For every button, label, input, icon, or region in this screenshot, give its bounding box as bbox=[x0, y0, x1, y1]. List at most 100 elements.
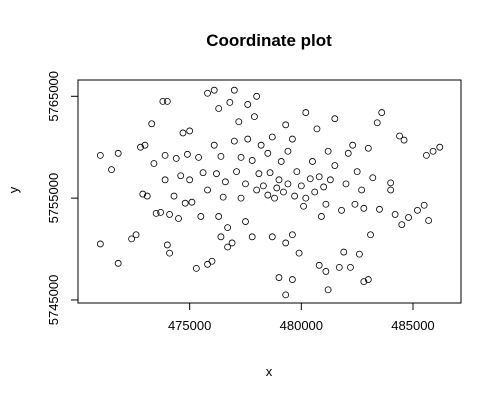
point bbox=[219, 193, 227, 201]
x-axis-label: x bbox=[266, 364, 273, 379]
point bbox=[358, 186, 366, 194]
point bbox=[302, 109, 310, 116]
point bbox=[195, 153, 202, 161]
point bbox=[288, 135, 296, 143]
point bbox=[237, 194, 245, 202]
point bbox=[186, 176, 194, 184]
point bbox=[322, 268, 330, 275]
point bbox=[233, 168, 240, 176]
point bbox=[157, 208, 165, 216]
point bbox=[364, 144, 372, 152]
point bbox=[114, 259, 122, 267]
point bbox=[340, 248, 348, 256]
point bbox=[237, 153, 245, 161]
point bbox=[137, 143, 144, 151]
point bbox=[141, 141, 149, 149]
point bbox=[197, 213, 205, 220]
y-tick-label: 5755000 bbox=[46, 173, 61, 224]
point bbox=[188, 198, 196, 206]
point bbox=[275, 274, 283, 281]
point bbox=[148, 120, 156, 128]
point bbox=[429, 147, 437, 155]
point bbox=[355, 250, 363, 258]
point bbox=[291, 192, 299, 200]
point bbox=[400, 136, 408, 144]
point bbox=[315, 173, 323, 181]
point bbox=[322, 200, 330, 208]
point bbox=[139, 190, 147, 198]
point bbox=[425, 217, 433, 224]
point bbox=[271, 194, 278, 202]
point bbox=[166, 211, 173, 218]
point bbox=[288, 231, 296, 239]
point bbox=[376, 205, 383, 213]
point bbox=[224, 243, 232, 251]
point bbox=[217, 152, 225, 160]
point bbox=[284, 180, 292, 188]
point bbox=[387, 186, 395, 194]
point bbox=[204, 186, 211, 194]
point bbox=[248, 157, 256, 164]
point bbox=[163, 97, 171, 105]
point bbox=[192, 264, 200, 272]
point bbox=[221, 178, 229, 186]
point bbox=[143, 192, 151, 200]
point bbox=[161, 176, 169, 184]
point bbox=[255, 170, 263, 178]
point bbox=[150, 160, 158, 167]
point bbox=[313, 125, 321, 133]
point bbox=[280, 188, 287, 196]
point bbox=[230, 86, 238, 94]
point bbox=[436, 143, 444, 151]
point bbox=[369, 174, 377, 182]
y-tick-label: 5745000 bbox=[46, 275, 61, 326]
point bbox=[324, 147, 332, 155]
point bbox=[297, 182, 305, 190]
point bbox=[128, 235, 135, 243]
point bbox=[96, 151, 104, 159]
point bbox=[275, 176, 283, 184]
point bbox=[405, 214, 412, 221]
point bbox=[396, 132, 403, 140]
x-tick-label: 480000 bbox=[280, 318, 323, 333]
point bbox=[210, 141, 218, 149]
point bbox=[288, 276, 296, 283]
point bbox=[253, 186, 261, 194]
point bbox=[344, 149, 352, 157]
point bbox=[266, 169, 274, 177]
point bbox=[309, 158, 316, 165]
point bbox=[163, 241, 171, 249]
point bbox=[230, 137, 238, 145]
point bbox=[172, 155, 180, 162]
point bbox=[364, 276, 372, 283]
point bbox=[244, 135, 252, 143]
point bbox=[302, 194, 310, 202]
point bbox=[349, 141, 357, 149]
point bbox=[226, 99, 234, 106]
point bbox=[282, 291, 290, 299]
point bbox=[181, 199, 189, 207]
point bbox=[96, 240, 104, 248]
point bbox=[253, 92, 261, 100]
point bbox=[257, 141, 265, 149]
y-axis-label: y bbox=[6, 186, 21, 193]
point bbox=[373, 119, 381, 127]
point bbox=[152, 209, 160, 217]
point bbox=[268, 133, 276, 141]
point bbox=[166, 249, 173, 257]
point bbox=[224, 224, 232, 232]
point bbox=[293, 168, 301, 176]
point bbox=[360, 204, 368, 212]
point bbox=[242, 218, 249, 225]
point bbox=[420, 201, 428, 209]
point bbox=[248, 233, 256, 241]
point bbox=[315, 261, 323, 269]
x-tick-label: 485000 bbox=[391, 318, 434, 333]
point bbox=[398, 221, 406, 228]
point bbox=[311, 188, 319, 196]
point bbox=[282, 121, 290, 129]
point bbox=[324, 286, 332, 294]
point bbox=[277, 158, 285, 165]
point bbox=[177, 172, 185, 180]
